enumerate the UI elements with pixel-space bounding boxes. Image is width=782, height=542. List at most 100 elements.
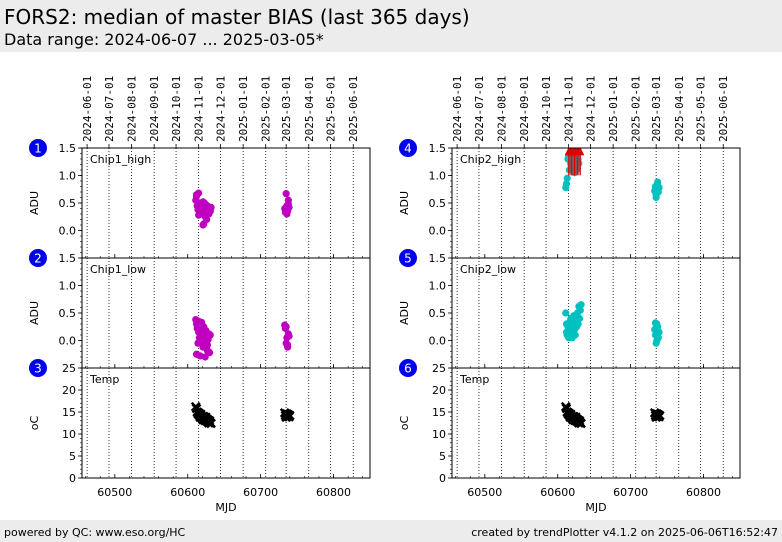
x-axis-label: MJD	[215, 501, 236, 514]
panel-6-ytick-label: 5	[439, 450, 446, 463]
footer-credit: powered by QC: www.eso.org/HC	[4, 526, 186, 539]
data-point	[576, 306, 584, 314]
date-tick-label: 2024-08-01	[126, 76, 139, 142]
date-tick-label: 2025-01-01	[607, 76, 620, 142]
panel-2-label: Chip1_low	[90, 263, 146, 276]
data-point	[199, 198, 207, 206]
data-point	[203, 341, 212, 349]
panel-2-ytick-label: 1.5	[59, 252, 77, 265]
date-tick-label: 2024-06-01	[451, 76, 464, 142]
data-point	[203, 215, 211, 224]
data-point	[563, 174, 571, 182]
panel-5-background	[452, 258, 740, 368]
x-tick-label: 60800	[686, 486, 721, 499]
data-point	[201, 353, 209, 361]
data-point	[571, 331, 579, 339]
footer-created-by: created by trendPlotter v4.1.2 on 2025-0…	[471, 526, 778, 539]
data-point	[199, 328, 207, 336]
date-tick-label: 2024-07-01	[103, 76, 116, 142]
data-point	[284, 341, 292, 349]
panel-6-ytick-label: 15	[432, 406, 446, 419]
date-tick-label: 2024-12-01	[215, 76, 228, 142]
x-tick-label: 60500	[467, 486, 502, 499]
panel-4-ytick-label: 0.0	[429, 225, 447, 238]
data-point	[568, 321, 576, 329]
panel-5-label: Chip2_low	[460, 263, 516, 276]
data-point	[206, 418, 216, 429]
panel-3-ylabel: oC	[28, 415, 41, 430]
x-tick-label: 60600	[170, 486, 205, 499]
panel-1-ytick-label: 1.0	[59, 170, 77, 183]
data-point	[652, 191, 660, 199]
date-tick-label: 2025-01-01	[237, 76, 250, 142]
date-tick-label: 2024-06-01	[81, 76, 94, 142]
panel-4-ytick-label: 1.0	[429, 170, 447, 183]
data-point	[195, 211, 203, 219]
data-point	[203, 346, 212, 354]
panel-5-ytick-label: 1.0	[429, 280, 447, 293]
panel-4-ytick-label: 0.5	[429, 197, 447, 210]
panel-3-ytick-label: 5	[69, 450, 76, 463]
date-tick-label: 2025-06-01	[717, 76, 730, 142]
data-point	[192, 191, 201, 199]
date-tick-label: 2024-11-01	[563, 76, 576, 142]
data-point	[575, 314, 584, 323]
data-point	[282, 323, 290, 331]
data-point	[577, 301, 585, 309]
data-point	[651, 319, 660, 327]
panel-6-ytick-label: 25	[432, 362, 446, 375]
panel-5-badge-number: 5	[404, 252, 412, 266]
panel-2-ytick-label: 0.0	[59, 335, 77, 348]
panel-6-background	[452, 368, 740, 478]
panel-4-ytick-label: 1.5	[429, 142, 447, 155]
panel-3-ytick-label: 20	[62, 384, 76, 397]
panel-2-ylabel: ADU	[28, 301, 41, 325]
panel-5-ylabel: ADU	[398, 301, 411, 325]
data-point	[562, 180, 571, 188]
x-tick-label: 60600	[540, 486, 575, 499]
panel-2-ytick-label: 1.0	[59, 280, 77, 293]
date-tick-label: 2024-10-01	[540, 76, 553, 142]
panel-3-badge-number: 3	[34, 362, 42, 376]
x-tick-label: 60700	[613, 486, 648, 499]
data-point	[284, 200, 292, 208]
data-point	[562, 309, 570, 317]
data-point	[565, 332, 573, 340]
panel-1-ytick-label: 0.0	[59, 225, 77, 238]
date-tick-label: 2024-09-01	[148, 76, 161, 142]
data-point	[205, 204, 214, 213]
panel-6-label: Temp	[459, 373, 489, 386]
panel-4-badge	[399, 139, 417, 157]
date-tick-label: 2024-10-01	[170, 76, 183, 142]
data-point	[284, 410, 295, 421]
panel-3-frame	[81, 367, 371, 479]
panel-6-ytick-label: 10	[432, 428, 446, 441]
data-point	[654, 181, 662, 189]
data-point	[201, 334, 209, 342]
panel-4-badge-number: 4	[404, 142, 412, 156]
panel-5-ytick-label: 0.0	[429, 335, 447, 348]
date-tick-label: 2025-04-01	[303, 76, 316, 142]
panel-4-label: Chip2_high	[460, 153, 521, 166]
panel-6-ytick-label: 20	[432, 384, 446, 397]
date-tick-label: 2024-12-01	[585, 76, 598, 142]
date-tick-label: 2025-03-01	[280, 76, 293, 142]
panel-6-ytick-label: 0	[439, 472, 446, 485]
panel-2-ytick-label: 0.5	[59, 307, 77, 320]
panel-3-label: Temp	[89, 373, 119, 386]
panel-6-badge-number: 6	[404, 362, 412, 376]
panel-1-ytick-label: 0.5	[59, 197, 77, 210]
data-point	[285, 332, 293, 340]
x-tick-label: 60500	[97, 486, 132, 499]
date-tick-label: 2025-06-01	[347, 76, 360, 142]
date-tick-label: 2024-11-01	[193, 76, 206, 142]
panel-5-ytick-label: 0.5	[429, 307, 447, 320]
outlier-marker	[576, 147, 585, 156]
date-tick-label: 2025-05-01	[695, 76, 708, 142]
data-point	[655, 328, 663, 336]
data-point	[195, 317, 203, 325]
data-point	[283, 210, 291, 218]
date-tick-label: 2025-02-01	[260, 76, 273, 142]
date-tick-label: 2024-08-01	[496, 76, 509, 142]
